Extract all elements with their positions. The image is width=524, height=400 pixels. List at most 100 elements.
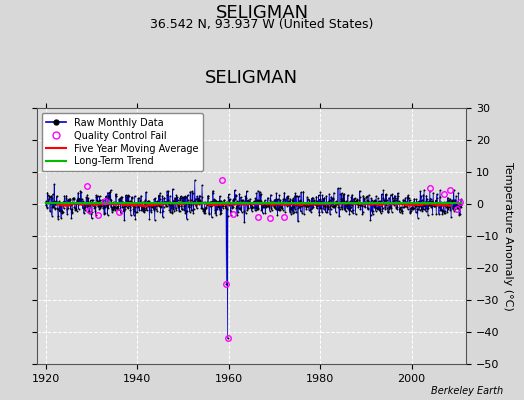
Point	[193, 198, 202, 204]
Point	[421, 202, 429, 208]
Point	[254, 188, 262, 194]
Point	[408, 206, 416, 212]
Point	[243, 206, 252, 213]
Point	[129, 200, 137, 206]
Point	[345, 211, 354, 217]
Point	[89, 202, 97, 208]
Point	[251, 195, 259, 202]
Point	[76, 199, 84, 206]
Point	[423, 205, 432, 212]
Point	[97, 203, 105, 210]
Point	[62, 192, 71, 199]
Point	[334, 185, 342, 192]
Point	[64, 196, 72, 203]
Point	[330, 204, 339, 210]
Point	[47, 199, 55, 206]
Point	[63, 210, 71, 217]
Point	[202, 204, 210, 211]
Point	[401, 198, 409, 205]
Point	[420, 187, 428, 193]
Point	[129, 212, 138, 218]
Point	[305, 197, 313, 203]
Point	[192, 202, 200, 209]
Point	[206, 203, 214, 210]
Point	[181, 210, 190, 216]
Point	[428, 199, 436, 205]
Point	[208, 198, 216, 204]
Point	[106, 189, 114, 195]
Point	[430, 201, 439, 208]
Point	[84, 195, 93, 202]
Point	[143, 207, 151, 213]
Point	[252, 204, 260, 210]
Point	[438, 210, 446, 217]
Point	[325, 196, 334, 203]
Point	[111, 206, 119, 213]
Point	[231, 192, 239, 198]
Point	[456, 201, 464, 208]
Point	[456, 211, 464, 218]
Point	[151, 206, 160, 212]
Point	[373, 206, 381, 212]
Point	[168, 208, 177, 215]
Point	[280, 189, 289, 196]
Point	[77, 189, 85, 195]
Point	[292, 202, 301, 208]
Point	[182, 194, 190, 200]
Point	[135, 199, 144, 205]
Point	[455, 212, 463, 218]
Point	[308, 195, 316, 202]
Point	[398, 207, 407, 214]
Point	[389, 195, 397, 201]
Point	[210, 197, 219, 203]
Point	[311, 202, 320, 209]
Point	[344, 207, 353, 213]
Point	[340, 204, 348, 211]
Point	[111, 203, 119, 210]
Point	[43, 192, 52, 198]
Point	[128, 200, 136, 206]
Point	[370, 204, 378, 210]
Point	[209, 201, 217, 208]
Point	[272, 199, 281, 206]
Point	[437, 207, 445, 213]
Point	[102, 202, 111, 208]
Point	[150, 196, 158, 202]
Point	[420, 206, 428, 212]
Point	[405, 195, 413, 201]
Point	[454, 202, 463, 208]
Point	[429, 198, 437, 205]
Point	[365, 200, 374, 206]
Point	[74, 194, 82, 201]
Point	[256, 196, 265, 203]
Point	[90, 204, 99, 210]
Point	[286, 206, 294, 212]
Point	[127, 198, 135, 204]
Point	[305, 207, 313, 213]
Point	[177, 194, 185, 201]
Point	[249, 200, 257, 207]
Point	[402, 200, 410, 206]
Point	[416, 207, 424, 213]
Point	[82, 194, 91, 201]
Point	[193, 201, 202, 208]
Point	[174, 208, 183, 214]
Point	[275, 207, 283, 214]
Point	[198, 194, 206, 200]
Point	[372, 193, 380, 199]
Point	[139, 204, 148, 211]
Point	[178, 206, 186, 213]
Point	[50, 198, 58, 205]
Point	[360, 195, 368, 202]
Point	[113, 204, 122, 210]
Point	[379, 195, 387, 202]
Point	[41, 202, 50, 209]
Point	[415, 198, 423, 205]
Point	[132, 200, 140, 206]
Point	[156, 208, 165, 215]
Point	[203, 199, 212, 206]
Point	[411, 202, 419, 209]
Point	[272, 206, 280, 213]
Point	[174, 204, 182, 210]
Point	[155, 192, 163, 198]
